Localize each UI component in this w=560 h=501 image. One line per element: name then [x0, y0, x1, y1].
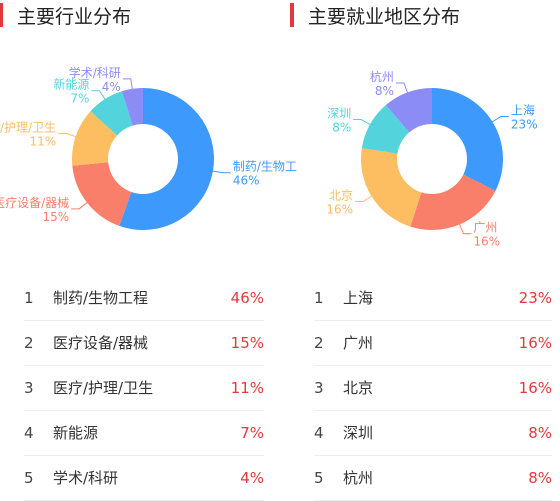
slice-percent-label: 4% — [102, 80, 121, 94]
label-leader-line — [210, 170, 231, 174]
slice-label: 广州 — [473, 221, 497, 235]
donut-slice — [385, 88, 432, 133]
slice-percent-label: 16% — [326, 203, 353, 217]
slice-percent-label: 8% — [332, 121, 351, 135]
label-leader-line — [91, 90, 107, 102]
donut-slice — [361, 148, 422, 227]
item-name: 医疗/护理/卫生 — [53, 379, 154, 397]
donut-slice — [121, 88, 143, 126]
item-percent: 7% — [240, 424, 264, 442]
item-name: 北京 — [343, 379, 374, 397]
item-name: 深圳 — [343, 424, 374, 442]
industry-title: 主要行业分布 — [17, 5, 132, 28]
region-title: 主要就业地区分布 — [308, 5, 461, 28]
slice-percent-label: 46% — [233, 174, 260, 188]
item-name: 杭州 — [343, 469, 374, 487]
item-percent: 15% — [230, 334, 264, 352]
item-percent: 8% — [528, 424, 552, 442]
slice-label: 制药/生物工 — [233, 160, 297, 174]
slice-label: 深圳 — [327, 107, 351, 121]
item-name: 学术/科研 — [53, 469, 119, 487]
list-item: 5 学术/科研 4% — [24, 456, 264, 501]
rank: 3 — [24, 379, 34, 397]
donut-slice — [72, 111, 118, 166]
rank: 2 — [314, 334, 324, 352]
item-percent: 8% — [528, 469, 552, 487]
donut-slice — [432, 88, 503, 191]
slice-percent-label: 11% — [29, 134, 56, 148]
region-header: 主要就业地区分布 — [290, 2, 460, 28]
region-list: 1 上海 23% 2 广州 16% 3 北京 16% 4 深圳 8% 5 杭州 8% — [314, 276, 552, 501]
item-percent: 16% — [518, 379, 552, 397]
item-percent: 23% — [518, 289, 552, 307]
slice-percent-label: 23% — [511, 117, 538, 131]
rank: 1 — [314, 289, 324, 307]
industry-header: 主要行业分布 — [0, 2, 131, 28]
rank: 5 — [24, 469, 34, 487]
industry-list: 1 制药/生物工程 46% 2 医疗设备/器械 15% 3 医疗/护理/卫生 11% 4 新能… — [24, 276, 264, 501]
item-name: 广州 — [343, 334, 374, 352]
slice-label: 医疗/护理/卫生 — [0, 120, 56, 134]
list-item: 4 新能源 7% — [24, 411, 264, 456]
slice-percent-label: 8% — [375, 84, 394, 98]
item-percent: 11% — [230, 379, 264, 397]
rank: 3 — [314, 379, 324, 397]
label-leader-line — [395, 82, 409, 95]
rank: 2 — [24, 334, 34, 352]
slice-label: 杭州 — [370, 69, 394, 84]
list-item: 3 医疗/护理/卫生 11% — [24, 366, 264, 411]
list-item: 2 广州 16% — [314, 321, 552, 366]
list-item: 1 制药/生物工程 46% — [24, 276, 264, 321]
header-accent-bar — [290, 3, 294, 27]
donut-slice — [410, 174, 496, 230]
label-leader-line — [58, 132, 78, 138]
slice-label: 学术/科研 — [69, 65, 121, 80]
slice-percent-label: 7% — [70, 92, 89, 106]
slice-percent-label: 16% — [473, 235, 500, 249]
rank: 4 — [314, 424, 324, 442]
label-leader-line — [122, 78, 134, 91]
item-name: 上海 — [343, 289, 374, 307]
list-item: 2 医疗设备/器械 15% — [24, 321, 264, 366]
donut-slice — [119, 88, 214, 230]
label-leader-line — [353, 119, 372, 126]
list-item: 4 深圳 8% — [314, 411, 552, 456]
label-leader-line — [458, 222, 472, 235]
label-leader-line — [71, 201, 89, 210]
item-percent: 16% — [518, 334, 552, 352]
list-item: 3 北京 16% — [314, 366, 552, 411]
slice-label: 上海 — [511, 102, 535, 117]
rank: 4 — [24, 424, 34, 442]
slice-label: 医疗设备/器械 — [0, 195, 69, 210]
slice-percent-label: 15% — [42, 210, 69, 224]
slice-label: 北京 — [329, 189, 353, 203]
item-percent: 4% — [240, 469, 264, 487]
donut-slice — [361, 105, 410, 154]
item-name: 制药/生物工程 — [53, 289, 149, 307]
slice-label: 新能源 — [53, 77, 89, 92]
item-name: 新能源 — [53, 424, 99, 442]
rank: 5 — [314, 469, 324, 487]
list-item: 5 杭州 8% — [314, 456, 552, 501]
donut-slice — [72, 162, 132, 226]
rank: 1 — [24, 289, 34, 307]
item-name: 医疗设备/器械 — [53, 334, 149, 352]
label-leader-line — [355, 194, 374, 203]
item-percent: 46% — [230, 289, 264, 307]
list-item: 1 上海 23% — [314, 276, 552, 321]
label-leader-line — [490, 115, 509, 124]
donut-slice — [90, 91, 133, 136]
header-accent-bar — [0, 3, 3, 27]
